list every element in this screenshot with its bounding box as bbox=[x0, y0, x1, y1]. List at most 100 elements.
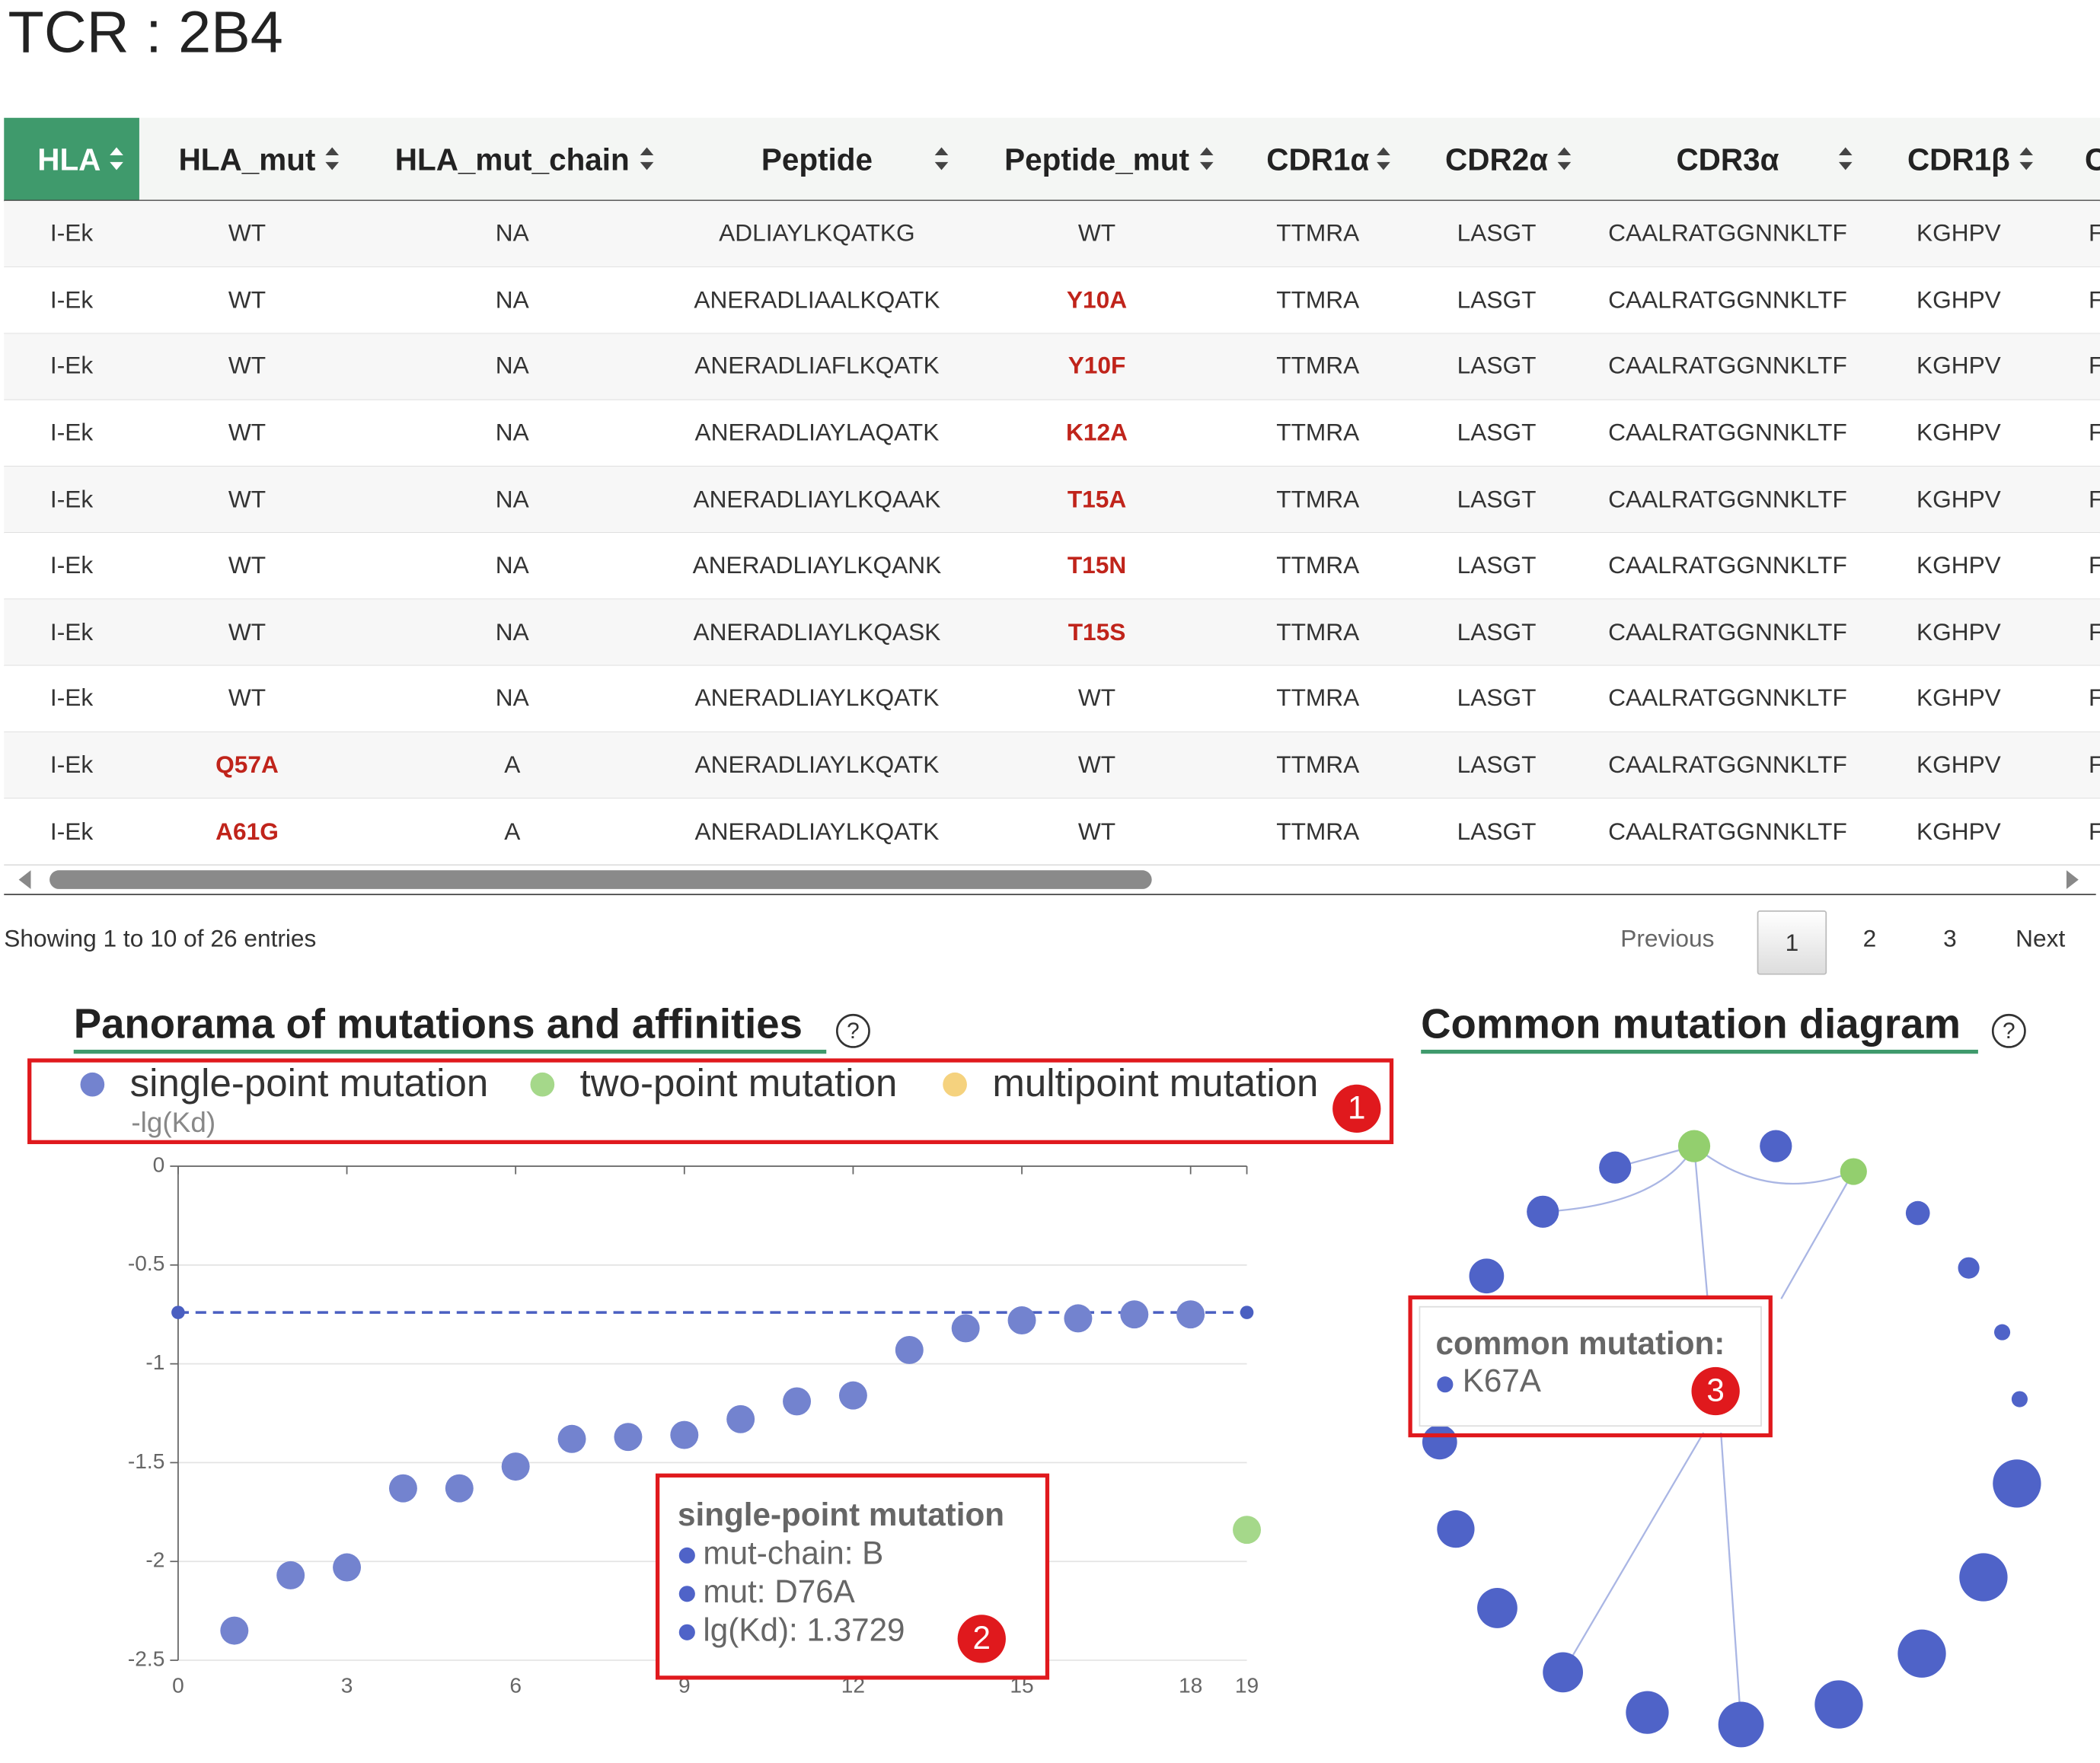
edge bbox=[1543, 1146, 1696, 1213]
help-icon-text[interactable]: ? bbox=[847, 1019, 860, 1044]
row-bg bbox=[4, 400, 2100, 467]
node bbox=[1626, 1691, 1669, 1734]
next-button[interactable]: Next bbox=[2015, 925, 2066, 952]
node bbox=[1437, 1510, 1475, 1548]
x-tick-label: 19 bbox=[1235, 1674, 1259, 1698]
help-icon-text[interactable]: ? bbox=[2003, 1019, 2015, 1044]
table-cell: TTMRA bbox=[1276, 419, 1360, 446]
node bbox=[1477, 1588, 1518, 1628]
table-cell: TTMRA bbox=[1276, 751, 1360, 779]
table-cell: KGHPV bbox=[1916, 684, 2001, 712]
column-header[interactable]: HLA_mut_chain bbox=[394, 141, 630, 177]
table-cell: F bbox=[2049, 333, 2100, 400]
point bbox=[1007, 1306, 1036, 1334]
table-cell: ANERADLIAYLKQASK bbox=[693, 618, 941, 646]
table-cell: ADLIAYLKQATKG bbox=[719, 219, 915, 247]
point bbox=[783, 1387, 812, 1416]
table-cell: KGHPV bbox=[1916, 419, 2001, 446]
table-cell: ANERADLIAALKQATK bbox=[694, 286, 940, 314]
legend-label: single-point mutation bbox=[130, 1061, 489, 1105]
node bbox=[1422, 1424, 1457, 1460]
table-cell: F bbox=[2049, 267, 2100, 333]
table-cell: ANERADLIAYLAQATK bbox=[694, 419, 940, 446]
legend-label: multipoint mutation bbox=[992, 1061, 1318, 1105]
column-header[interactable]: Peptide bbox=[761, 141, 873, 177]
annotation-label: 3 bbox=[1706, 1372, 1724, 1408]
row-bg bbox=[4, 599, 2100, 666]
table-cell: KGHPV bbox=[1916, 485, 2001, 513]
x-tick-label: 0 bbox=[172, 1674, 184, 1698]
y-tick-label: 0 bbox=[153, 1152, 165, 1176]
table-cell: I-Ek bbox=[49, 419, 94, 446]
column-header[interactable]: CDR2α bbox=[1445, 141, 1549, 177]
table-cell: A61G bbox=[215, 818, 279, 845]
table-cell: WT bbox=[228, 552, 266, 579]
tooltip-dot bbox=[678, 1624, 695, 1640]
table-cell: NA bbox=[495, 286, 529, 314]
table-cell: WT bbox=[228, 219, 266, 247]
sort-icon bbox=[1838, 147, 1853, 171]
legend-marker bbox=[80, 1072, 105, 1097]
column-header[interactable]: CDR1β bbox=[1907, 141, 2010, 177]
column-header[interactable]: C bbox=[2049, 118, 2100, 201]
prev-button[interactable]: Previous bbox=[1620, 925, 1715, 952]
column-header[interactable]: Peptide_mut bbox=[1004, 141, 1189, 177]
table-cell: A bbox=[504, 751, 521, 779]
table-cell: TTMRA bbox=[1276, 818, 1360, 845]
node bbox=[1527, 1195, 1559, 1228]
table-cell: WT bbox=[228, 352, 266, 380]
table-cell: NA bbox=[495, 684, 529, 712]
annotation-badge bbox=[1332, 1084, 1381, 1133]
page-button[interactable]: 1 bbox=[1757, 910, 1827, 975]
table-cell: ANERADLIAFLKQATK bbox=[694, 352, 940, 380]
table-cell: WT bbox=[228, 684, 266, 712]
table-cell: NA bbox=[495, 552, 529, 579]
title-underline bbox=[73, 1049, 827, 1054]
table-cell: CAALRATGGNNKLTF bbox=[1608, 552, 1847, 579]
point bbox=[1064, 1304, 1093, 1333]
page-button[interactable]: 2 bbox=[1862, 925, 1877, 952]
table-cell: NA bbox=[495, 419, 529, 446]
column-header[interactable]: CDR3α bbox=[1676, 141, 1779, 177]
column-header[interactable]: HLA_mut bbox=[178, 141, 316, 177]
table-cell: CAALRATGGNNKLTF bbox=[1608, 618, 1847, 646]
table-cell: ANERADLIAYLKQATK bbox=[694, 684, 940, 712]
table-cell: WT bbox=[1077, 684, 1116, 712]
table-cell: NA bbox=[495, 219, 529, 247]
page-button[interactable]: 3 bbox=[1943, 925, 1957, 952]
table-cell: I-Ek bbox=[49, 818, 94, 845]
point bbox=[726, 1404, 755, 1433]
row-bg bbox=[4, 333, 2100, 400]
table-cell: CAALRATGGNNKLTF bbox=[1608, 286, 1847, 314]
tooltip-line: K67A bbox=[1463, 1363, 1542, 1398]
column-header[interactable]: HLA bbox=[37, 141, 101, 177]
legend-marker bbox=[943, 1072, 967, 1097]
table-cell: WT bbox=[228, 618, 266, 646]
column-header[interactable]: CDR1α bbox=[1266, 141, 1370, 177]
node bbox=[1993, 1459, 2041, 1508]
sort-icon bbox=[934, 147, 949, 171]
y-tick-label: -2.5 bbox=[128, 1647, 164, 1670]
row-bg bbox=[4, 799, 2100, 866]
table-cell: ANERADLIAYLKQANK bbox=[692, 552, 942, 579]
table-cell: I-Ek bbox=[49, 485, 94, 513]
edge bbox=[1693, 1145, 1854, 1185]
y-tick-label: -1 bbox=[145, 1350, 164, 1374]
table-cell: TTMRA bbox=[1276, 684, 1360, 712]
node bbox=[1677, 1130, 1711, 1162]
table-cell: F bbox=[2049, 467, 2100, 533]
table-cell: F bbox=[2049, 599, 2100, 665]
point bbox=[1233, 1516, 1262, 1545]
row-bg bbox=[4, 267, 2100, 334]
table-cell: LASGT bbox=[1457, 286, 1537, 314]
help-icon bbox=[835, 1013, 870, 1048]
sort-icon bbox=[1377, 147, 1390, 171]
y-tick-label: -2 bbox=[145, 1548, 164, 1572]
table-cell: T15A bbox=[1067, 485, 1127, 513]
point bbox=[895, 1335, 924, 1364]
node bbox=[1840, 1158, 1867, 1185]
x-tick-label: 3 bbox=[341, 1674, 353, 1698]
table-info: Showing 1 to 10 of 26 entries bbox=[4, 925, 317, 952]
